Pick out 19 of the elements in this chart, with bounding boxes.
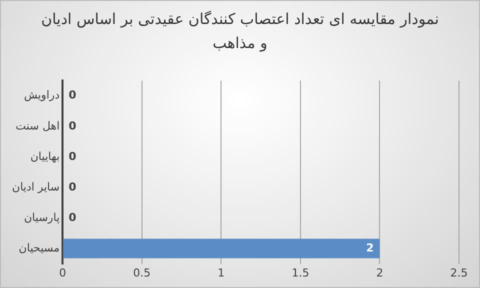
data-label: 0 — [68, 150, 77, 163]
x-tick-label: 2.5 — [450, 266, 468, 280]
data-label: 0 — [68, 210, 77, 224]
x-tick-label: 0.5 — [133, 266, 151, 280]
y-tick-label: دراویش — [24, 88, 60, 102]
x-tick-label: 2 — [376, 266, 384, 280]
data-label: 2 — [366, 241, 374, 254]
data-label: 0 — [68, 119, 77, 132]
x-tick-label: 1 — [218, 266, 225, 280]
x-tick-label: 1.5 — [292, 266, 310, 280]
y-tick-label: مسیحیان — [18, 241, 60, 254]
chart-title: نمودار مقایسه ای تعداد اعتصاب کنندگان عقیدتی بر اساس ادیان و مذاهب — [41, 9, 439, 54]
y-tick-label: پارسیان — [24, 210, 60, 224]
x-tick-label: 0 — [59, 266, 66, 280]
data-label: 0 — [68, 88, 77, 102]
y-tick-label: بهاییان — [30, 150, 60, 163]
y-tick-label: اهل سنت — [16, 119, 60, 132]
y-tick-label: سایر ادیان — [12, 180, 60, 194]
data-label: 0 — [68, 180, 77, 194]
